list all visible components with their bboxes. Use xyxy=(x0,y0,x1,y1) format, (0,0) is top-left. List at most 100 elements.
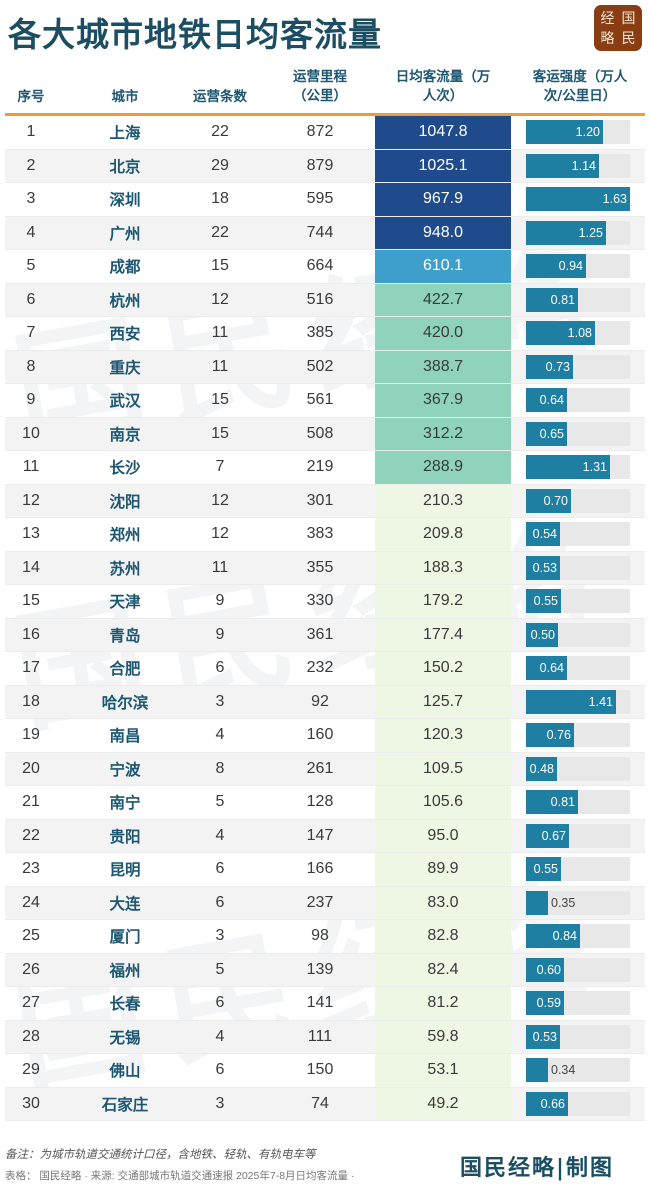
intensity-bar-track: 0.67 xyxy=(526,823,630,848)
row-lines: 3 xyxy=(215,692,225,710)
row-lines: 6 xyxy=(215,893,225,911)
intensity-bar: 0.53 xyxy=(526,1024,560,1049)
header-km: 运营里程 （公里） xyxy=(270,68,370,106)
row-index: 18 xyxy=(22,692,40,710)
row-flow: 209.8 xyxy=(375,518,511,551)
row-city: 成都 xyxy=(109,258,141,277)
intensity-bar-track: 0.64 xyxy=(526,388,630,413)
table-row: 21 南宁 5 128 105.6 0.81 xyxy=(5,786,645,820)
intensity-value: 0.55 xyxy=(533,594,558,609)
intensity-value: 0.60 xyxy=(536,962,561,977)
intensity-bar: 1.08 xyxy=(526,321,595,346)
row-intensity: 0.81 xyxy=(526,786,630,819)
intensity-bar-track: 1.14 xyxy=(526,153,630,178)
header-flow: 日均客流量（万 人次） xyxy=(375,68,511,106)
intensity-value: 0.84 xyxy=(552,929,577,944)
intensity-bar: 0.60 xyxy=(526,957,564,982)
intensity-bar: 0.64 xyxy=(526,388,567,413)
row-km: 385 xyxy=(306,324,334,342)
intensity-bar-track: 1.41 xyxy=(526,689,630,714)
table-row: 18 哈尔滨 3 92 125.7 1.41 xyxy=(5,685,645,719)
row-lines: 4 xyxy=(215,726,225,744)
row-index: 24 xyxy=(22,893,40,911)
row-city: 西安 xyxy=(109,325,141,344)
row-city: 无锡 xyxy=(109,1028,141,1047)
intensity-bar-track: 0.55 xyxy=(526,857,630,882)
row-flow: 948.0 xyxy=(375,216,511,249)
header-lines: 运营条数 xyxy=(193,89,247,105)
table-row: 16 青岛 9 361 177.4 0.50 xyxy=(5,618,645,652)
row-km: 160 xyxy=(306,726,334,744)
table-row: 5 成都 15 664 610.1 0.94 xyxy=(5,250,645,284)
row-flow: 49.2 xyxy=(375,1087,511,1120)
intensity-value: 1.63 xyxy=(602,192,627,207)
row-city: 郑州 xyxy=(109,526,141,545)
row-intensity: 0.73 xyxy=(526,351,630,384)
intensity-value: 1.25 xyxy=(578,225,603,240)
row-flow: 125.7 xyxy=(375,685,511,718)
row-flow: 610.1 xyxy=(375,250,511,283)
row-intensity: 0.35 xyxy=(526,887,630,920)
row-index: 7 xyxy=(26,324,36,342)
table-row: 29 佛山 6 150 53.1 0.34 xyxy=(5,1054,645,1088)
intensity-bar-track: 0.53 xyxy=(526,555,630,580)
row-index: 20 xyxy=(22,759,40,777)
intensity-bar-track: 0.55 xyxy=(526,589,630,614)
row-city: 宁波 xyxy=(109,760,141,779)
row-flow: 388.7 xyxy=(375,350,511,383)
row-city: 杭州 xyxy=(109,291,141,310)
logo-char: 略 xyxy=(600,31,615,47)
row-flow: 83.0 xyxy=(375,886,511,919)
intensity-bar-track: 0.35 xyxy=(526,890,630,915)
intensity-bar: 0.64 xyxy=(526,656,567,681)
row-city: 福州 xyxy=(109,961,141,980)
row-city: 南昌 xyxy=(109,727,141,746)
row-city: 上海 xyxy=(109,124,141,143)
row-lines: 22 xyxy=(211,123,229,141)
row-flow: 1047.8 xyxy=(375,116,511,149)
intensity-bar: 0.73 xyxy=(526,354,573,379)
row-index: 14 xyxy=(22,558,40,576)
row-flow: 82.4 xyxy=(375,953,511,986)
row-lines: 18 xyxy=(211,190,229,208)
header-km-line1: 运营里程 xyxy=(293,69,347,85)
intensity-bar-track: 0.50 xyxy=(526,622,630,647)
intensity-bar: 0.65 xyxy=(526,421,567,446)
intensity-bar: 0.94 xyxy=(526,254,586,279)
row-km: 111 xyxy=(307,1027,333,1045)
header-flow-line1: 日均客流量（万 xyxy=(395,69,491,85)
row-city: 深圳 xyxy=(109,191,141,210)
intensity-bar-track: 0.84 xyxy=(526,924,630,949)
table-row: 15 天津 9 330 179.2 0.55 xyxy=(5,585,645,619)
row-index: 15 xyxy=(22,592,40,610)
row-lines: 29 xyxy=(211,156,229,174)
intensity-bar: 1.25 xyxy=(526,220,606,245)
footnote: 备注：为城市轨道交通统计口径，含地铁、轻轨、有轨电车等 xyxy=(5,1149,316,1161)
intensity-value: 0.59 xyxy=(536,996,561,1011)
row-city: 重庆 xyxy=(109,358,141,377)
row-km: 595 xyxy=(306,190,334,208)
intensity-bar-track: 0.34 xyxy=(526,1058,630,1083)
brand-logo: 经 国 略 民 xyxy=(594,5,642,51)
intensity-bar-track: 0.76 xyxy=(526,723,630,748)
row-km: 150 xyxy=(306,1061,334,1079)
intensity-value: 0.35 xyxy=(551,895,576,910)
intensity-bar: 0.53 xyxy=(526,555,560,580)
row-flow: 312.2 xyxy=(375,417,511,450)
table-row: 27 长春 6 141 81.2 0.59 xyxy=(5,987,645,1021)
intensity-value: 0.34 xyxy=(551,1063,576,1078)
row-index: 30 xyxy=(22,1094,40,1112)
header-km-line2: （公里） xyxy=(293,88,347,104)
row-index: 23 xyxy=(22,860,40,878)
intensity-value: 0.64 xyxy=(539,661,564,676)
intensity-bar: 0.55 xyxy=(526,857,561,882)
intensity-bar: 1.63 xyxy=(526,187,630,212)
intensity-value: 0.64 xyxy=(539,393,564,408)
row-flow: 89.9 xyxy=(375,853,511,886)
row-flow: 420.0 xyxy=(375,317,511,350)
row-intensity: 1.63 xyxy=(526,183,630,216)
row-lines: 7 xyxy=(215,458,225,476)
row-index: 21 xyxy=(22,793,40,811)
row-city: 苏州 xyxy=(109,559,141,578)
row-city: 长沙 xyxy=(109,459,141,478)
